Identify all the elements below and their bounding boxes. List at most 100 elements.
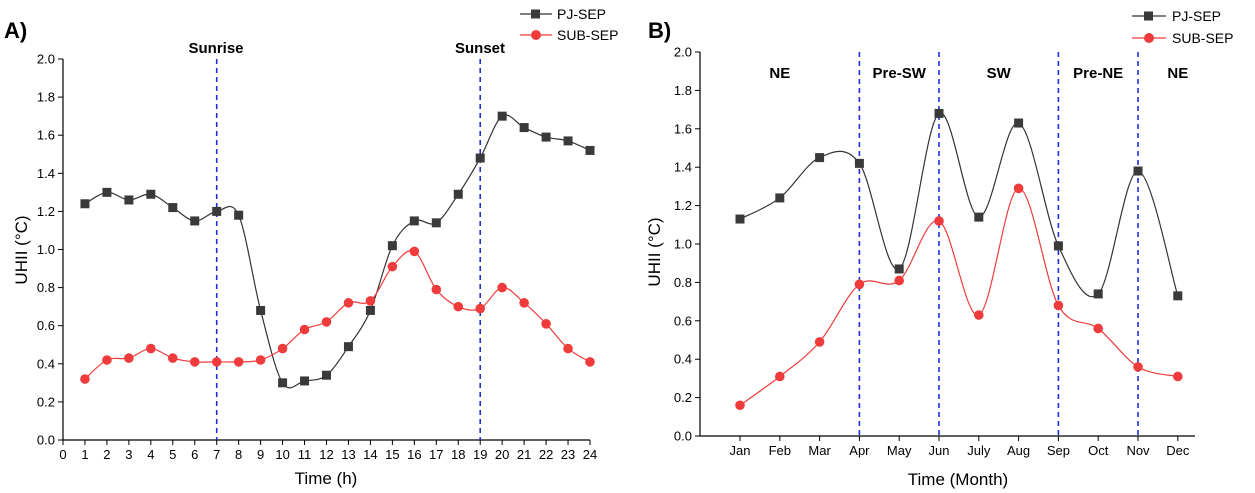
sub-point-16	[409, 246, 420, 257]
y-tick-label: 0.4	[674, 352, 692, 367]
sub-point-12	[1173, 371, 1183, 382]
pj-point-19	[475, 153, 485, 163]
pj-point-16	[409, 216, 419, 226]
x-tick-label: 20	[495, 447, 509, 462]
x-tick-label: July	[967, 443, 991, 458]
pj-point-11	[1133, 166, 1143, 176]
sub-point-1	[80, 374, 90, 384]
x-tick-label: 1	[81, 447, 88, 462]
x-tick-label: 17	[429, 447, 443, 462]
pj-point-11	[300, 376, 310, 386]
sub-series-line	[739, 187, 1178, 406]
season-label: Pre-NE	[1073, 65, 1123, 82]
sub-point-2	[102, 355, 112, 365]
x-tick-label: 13	[341, 447, 355, 462]
panel-b-label: B)	[648, 18, 671, 43]
panel-a-y-axis-title: UHII (°C)	[12, 215, 31, 284]
sub-point-1	[735, 400, 745, 411]
pj-point-22	[541, 132, 551, 142]
sub-series-line	[84, 250, 591, 380]
pj-point-17	[431, 218, 441, 228]
legend-pj-label: PJ-SEP	[557, 6, 606, 22]
legend-sub-label: SUB-SEP	[1172, 30, 1233, 46]
y-tick-label: 1.6	[37, 128, 55, 143]
x-tick-label: 0	[59, 447, 66, 462]
pj-point-3	[815, 153, 825, 163]
pj-point-6	[934, 108, 944, 118]
pj-point-12	[322, 370, 331, 380]
x-tick-label: Nov	[1126, 443, 1150, 458]
pj-point-12	[1173, 291, 1183, 301]
x-tick-label: 16	[407, 447, 421, 462]
pj-point-14	[365, 305, 375, 315]
chart-panel-a: A) PJ-SEP SUB-SEP Sunrise Sunset Time (h…	[4, 6, 618, 488]
x-tick-label: 6	[191, 447, 198, 462]
x-tick-label: Jan	[730, 443, 751, 458]
sub-point-3	[814, 337, 825, 347]
sub-point-10	[1093, 323, 1103, 334]
pj-point-2	[102, 187, 112, 197]
panel-b-x-axis-title: Time (Month)	[908, 470, 1008, 489]
sub-point-8	[1013, 183, 1024, 194]
panel-b-y-axis-title: UHII (°C)	[645, 217, 664, 286]
x-tick-label: 22	[539, 447, 553, 462]
pj-point-15	[387, 241, 397, 251]
y-tick-label: 1.2	[674, 198, 692, 213]
sub-point-5	[894, 275, 904, 286]
y-tick-label: 0.2	[674, 390, 692, 405]
pj-point-5	[168, 203, 178, 213]
x-tick-label: 23	[561, 447, 575, 462]
sub-point-4	[146, 343, 156, 354]
season-label: NE	[1167, 65, 1188, 82]
panel-a-x-axis-title: Time (h)	[295, 469, 358, 488]
y-tick-label: 1.2	[37, 204, 55, 219]
x-tick-label: Feb	[769, 443, 791, 458]
pj-point-6	[190, 216, 200, 226]
pj-series-line	[84, 114, 591, 389]
pj-point-4	[146, 189, 156, 199]
pj-point-9	[256, 305, 266, 315]
x-tick-label: 5	[169, 447, 176, 462]
x-tick-label: 8	[235, 447, 242, 462]
legend-pj-label: PJ-SEP	[1172, 8, 1221, 24]
pj-point-1	[735, 214, 745, 224]
sub-point-5	[167, 353, 178, 363]
pj-point-24	[585, 145, 595, 155]
season-label: SW	[987, 65, 1012, 82]
y-tick-label: 1.4	[674, 160, 692, 175]
pj-point-4	[854, 158, 864, 168]
x-tick-label: 9	[257, 447, 264, 462]
x-tick-label: 3	[125, 447, 132, 462]
x-tick-label: Aug	[1007, 443, 1030, 458]
y-tick-label: 0.0	[674, 429, 692, 444]
panel-a-axes	[62, 59, 590, 441]
pj-point-3	[124, 195, 134, 205]
season-label: NE	[769, 65, 790, 82]
panel-a-legend: PJ-SEP SUB-SEP	[520, 6, 618, 43]
y-tick-label: 0.0	[37, 433, 55, 448]
x-tick-label: 14	[363, 447, 377, 462]
y-tick-label: 0.6	[37, 318, 55, 333]
pj-point-9	[1053, 241, 1063, 251]
x-tick-label: Dec	[1166, 443, 1190, 458]
pj-point-10	[278, 378, 288, 388]
pj-point-20	[497, 111, 507, 121]
x-tick-label: May	[887, 443, 912, 458]
sub-point-15	[387, 261, 398, 272]
sub-point-14	[365, 296, 376, 306]
sub-point-12	[321, 317, 332, 327]
sub-point-22	[541, 318, 551, 329]
sub-point-11	[1133, 362, 1143, 372]
sub-point-4	[854, 279, 865, 290]
y-tick-label: 1.4	[37, 166, 55, 181]
panel-a-plot-area: 0.00.20.40.60.81.01.21.41.61.82.00 1 2 3 4 5 6…	[37, 52, 597, 463]
annotation-sunset: Sunset	[455, 40, 505, 57]
sub-point-21	[519, 298, 529, 308]
x-tick-label: Oct	[1088, 443, 1109, 458]
pj-point-18	[453, 189, 463, 199]
sub-point-17	[431, 284, 442, 295]
sub-point-18	[453, 301, 464, 312]
sub-point-24	[585, 357, 595, 367]
x-tick-label: 2	[103, 447, 110, 462]
x-tick-label: Mar	[808, 443, 831, 458]
